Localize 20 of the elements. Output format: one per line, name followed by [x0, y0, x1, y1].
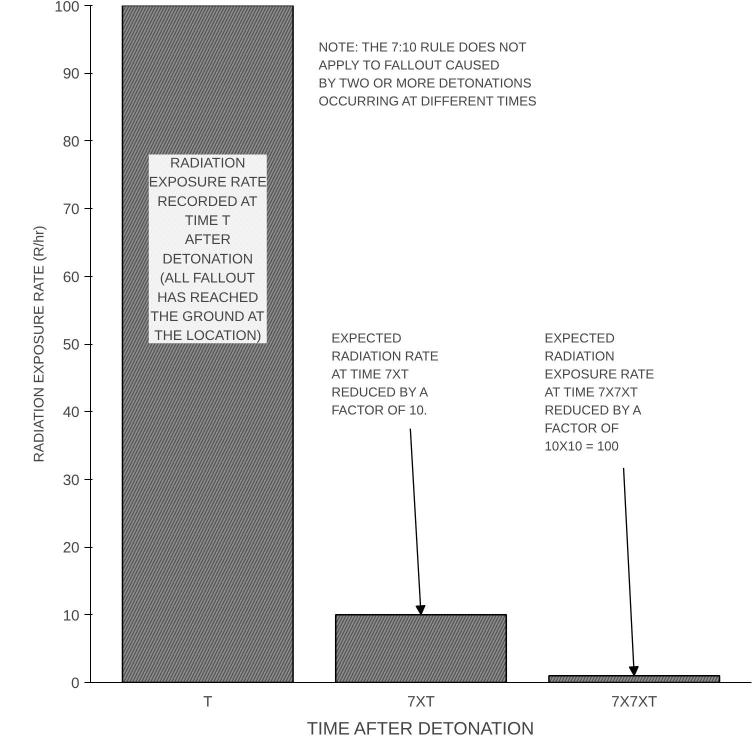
x-axis-title: TIME AFTER DETONATION — [306, 718, 534, 738]
y-tick-label: 10 — [62, 607, 80, 624]
annotation: NOTE: THE 7:10 RULE DOES NOT APPLY TO FALLOUT CAUSED BY TWO OR MORE DETONATIONS OCCURRING AT DIFFERENT TIMES — [318, 39, 537, 108]
y-tick-label: 60 — [62, 268, 80, 286]
y-tick-label: 100 — [54, 0, 80, 16]
x-tick-label: T — [203, 694, 212, 710]
y-tick-label: 30 — [62, 472, 80, 489]
y-tick-label: 80 — [62, 133, 80, 150]
y-tick-label: 20 — [62, 540, 80, 557]
y-tick-label: 90 — [62, 66, 80, 83]
x-tick-label: 7X7XT — [611, 694, 658, 710]
y-tick-label: 40 — [62, 404, 80, 422]
y-tick-label: 70 — [62, 201, 80, 218]
y-tick-label: 50 — [62, 336, 80, 354]
annotation: EXPECTED RADIATION RATE AT TIME 7XT REDUCED BY A FACTOR OF 10. — [331, 330, 439, 418]
text: RADIATION EXPOSURE RATE RECORDED AT TIME T AFTER DETONATION (ALL FALLOUT HAS REACHED THE GROUND AT THE LOCATION) — [148, 154, 267, 344]
y-axis-title: RADIATION EXPOSURE RATE (R/hr) — [30, 226, 46, 462]
y-tick-label: 0 — [71, 675, 80, 692]
x-tick-label: 7XT — [407, 694, 435, 710]
annotation: EXPECTED RADIATION EXPOSURE RATE AT TIME 7X7XT REDUCED BY A FACTOR OF 10X10 = 100 — [544, 330, 655, 454]
